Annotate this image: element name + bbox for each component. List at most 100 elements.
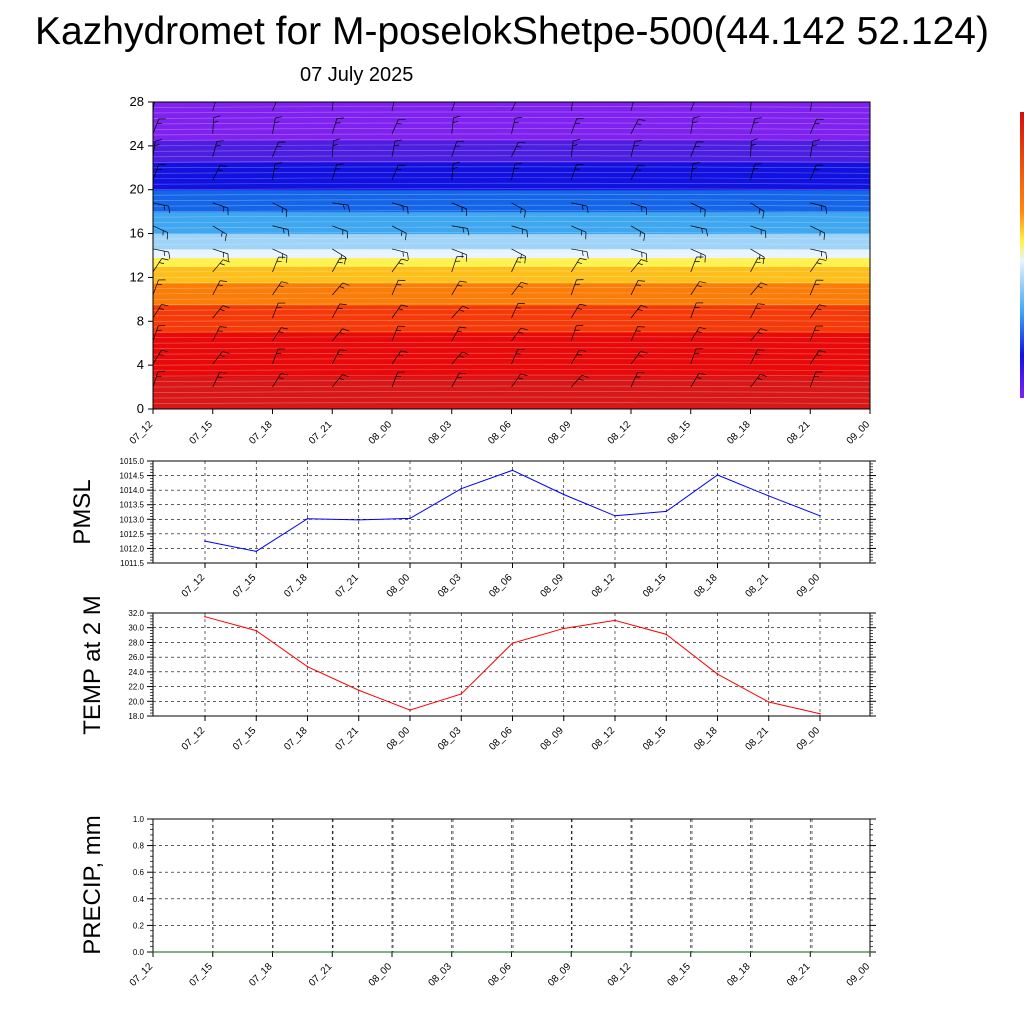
color-band-4 xyxy=(153,266,870,284)
wind-barb-flag xyxy=(339,303,347,306)
wind-barb-flag xyxy=(337,261,343,264)
wind-barb-flag xyxy=(402,251,404,257)
wind-barb-flag xyxy=(813,94,820,95)
wind-barb-staff xyxy=(630,102,634,111)
wind-barb-staff xyxy=(451,351,463,365)
contour-line xyxy=(153,139,870,141)
wind-barb-staff xyxy=(690,348,697,365)
wind-barb-staff xyxy=(809,118,817,134)
wind-barb-flag xyxy=(401,304,409,307)
wind-barb-flag xyxy=(816,308,822,311)
wind-barb-flag xyxy=(401,258,409,262)
wind-barb-flag xyxy=(213,120,219,123)
y-tick-label: 20.0 xyxy=(128,697,144,706)
contour-line xyxy=(153,341,870,344)
wind-barb-flag xyxy=(586,251,589,259)
wind-barb-staff xyxy=(391,141,396,157)
wind-barb-flag xyxy=(762,257,765,265)
wind-barb-flag xyxy=(159,262,165,264)
wind-barb-staff xyxy=(750,374,761,388)
wind-barb-staff xyxy=(750,328,761,342)
wind-barb-staff xyxy=(272,141,279,157)
wind-barb-flag xyxy=(161,349,169,352)
wind-barb-flag xyxy=(462,305,470,309)
y-tick-label: 1015.0 xyxy=(120,457,145,466)
contour-line xyxy=(153,122,870,125)
wind-barb-staff xyxy=(750,118,756,134)
wind-barb-flag xyxy=(877,373,884,374)
wind-barb-flag xyxy=(340,254,343,260)
wind-barb-staff xyxy=(511,202,526,211)
wind-barb-staff xyxy=(212,280,221,296)
wind-barb-flag xyxy=(281,281,289,284)
wind-barb-staff xyxy=(212,202,228,209)
wind-barb-staff xyxy=(809,304,820,319)
wind-barb-staff xyxy=(272,102,277,111)
wind-barb-flag xyxy=(757,377,763,381)
wind-barb-flag xyxy=(217,95,224,96)
pmsl-data-point xyxy=(306,517,309,520)
wind-barb-flag xyxy=(871,116,878,118)
wind-barb-staff xyxy=(153,371,159,388)
wind-barb-flag xyxy=(216,140,224,142)
wind-barb-flag xyxy=(342,282,350,286)
cross-section-x-ticks: 07_12 07_15 07_18 07_21 08_00 08_03 08_06 08_09… xyxy=(128,409,872,447)
contour-line xyxy=(153,287,870,289)
x-tick-label: 08_00 xyxy=(385,725,413,753)
temp-data-point xyxy=(562,627,565,630)
wind-barb-staff xyxy=(153,164,159,180)
wind-barb-staff xyxy=(212,102,216,111)
wind-barb-staff xyxy=(869,225,870,227)
wind-barb-staff xyxy=(153,225,168,233)
wind-barb-staff xyxy=(809,280,817,296)
wind-barb-flag xyxy=(158,308,164,310)
wind-barb-staff xyxy=(272,327,282,342)
contour-line xyxy=(153,204,870,207)
contour-line xyxy=(153,385,870,388)
precip-data-point xyxy=(809,951,812,953)
pmsl-data-point xyxy=(716,474,719,476)
wind-barb-staff xyxy=(511,349,519,365)
contour-line xyxy=(153,243,870,245)
wind-barb-staff xyxy=(630,326,639,342)
precip-data-point xyxy=(331,951,334,953)
x-tick-label: 08_00 xyxy=(385,572,413,600)
wind-barb-staff xyxy=(212,117,214,134)
wind-barb-flag xyxy=(636,123,642,125)
x-tick-label: 08_00 xyxy=(367,419,395,447)
wind-barb-flag xyxy=(639,231,642,237)
wind-barb-flag xyxy=(278,285,284,288)
wind-barb-flag xyxy=(755,307,761,309)
colorbar xyxy=(1020,112,1024,398)
wind-barb-staff xyxy=(809,350,820,365)
contour-line xyxy=(153,298,870,300)
wind-barb-staff xyxy=(391,225,407,234)
wind-barb-staff xyxy=(869,109,870,111)
wind-barb-flag xyxy=(699,327,707,330)
x-tick-label: 08_18 xyxy=(725,419,753,447)
wind-barb-flag xyxy=(333,138,341,142)
x-tick-label: 09_00 xyxy=(845,961,873,989)
x-tick-label: 08_12 xyxy=(606,961,634,989)
wind-barb-staff xyxy=(690,256,697,273)
wind-barb-staff xyxy=(451,225,468,229)
wind-barb-staff xyxy=(332,225,348,232)
wind-barb-flag xyxy=(696,285,702,287)
wind-barb-flag xyxy=(347,205,350,213)
wind-barb-flag xyxy=(401,230,403,236)
precip-data-point xyxy=(570,951,573,953)
contour-line xyxy=(153,210,870,212)
wind-barb-flag xyxy=(458,355,464,358)
wind-barb-flag xyxy=(762,211,765,219)
wind-barb-staff xyxy=(570,350,580,365)
wind-barbs xyxy=(153,94,884,388)
wind-barb-staff xyxy=(272,117,276,134)
wind-barb-flag xyxy=(217,284,223,286)
wind-barb-staff xyxy=(869,202,870,204)
wind-barb-flag xyxy=(518,141,526,144)
wind-barb-staff xyxy=(272,256,279,273)
wind-barb-flag xyxy=(158,354,164,356)
wind-barb-flag xyxy=(457,284,463,287)
wind-barb-flag xyxy=(816,262,822,265)
wind-barb-flag xyxy=(818,350,826,353)
